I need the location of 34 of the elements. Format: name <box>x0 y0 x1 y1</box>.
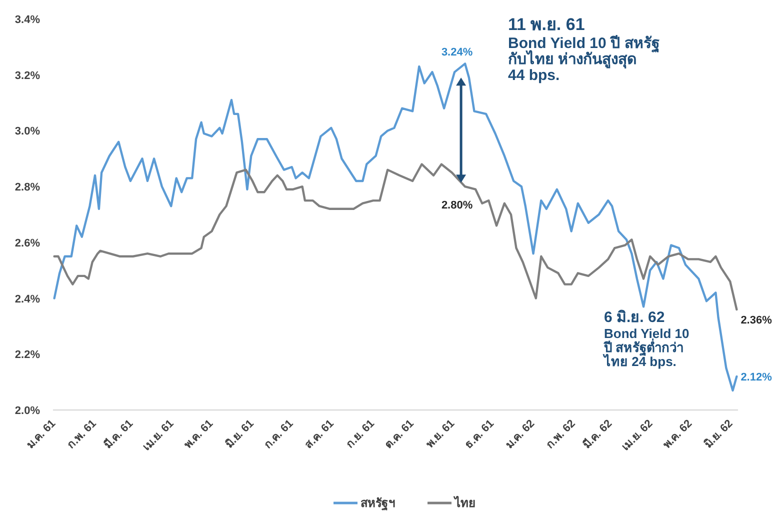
annotation: 6 มิ.ย. 62 Bond Yield 10 ปี สหรัฐต่ำกว่า ไทย 24 bps. <box>602 308 690 369</box>
x-tick-label: ก.ย. 61 <box>344 418 377 450</box>
y-tick-label: 2.8% <box>14 182 40 194</box>
x-tick-label: ต.ค. 61 <box>382 418 416 452</box>
legend-label: สหรัฐฯ <box>360 496 396 511</box>
y-tick-label: 2.4% <box>14 293 40 306</box>
x-tick-label: ก.พ. 62 <box>544 418 578 452</box>
x-tick-label: ก.ค. 61 <box>262 418 296 452</box>
x-tick-label: ม.ค. 61 <box>24 418 58 452</box>
x-tick-label: พ.ค. 61 <box>182 418 216 452</box>
x-tick-label: ม.ค. 62 <box>504 418 538 452</box>
y-tick-label: 2.0% <box>14 405 40 417</box>
y-tick-label: 3.4% <box>14 14 40 26</box>
annotation: 2.80% <box>441 200 473 212</box>
y-tick-label: 2.6% <box>14 237 40 250</box>
y-tick-label: 3.2% <box>14 70 40 82</box>
annotation: 2.12% <box>740 371 772 384</box>
x-tick-label: ก.พ. 61 <box>65 418 99 452</box>
annotation: 11 พ.ย. 61 Bond Yield 10 ปี สหรัฐ กับไทย ห่างกันสูงสุด 44 bps. <box>508 15 660 84</box>
x-tick-label: มี.ค. 61 <box>101 416 136 452</box>
x-tick-label: มิ.ย. 61 <box>222 416 256 450</box>
y-tick-label: 2.2% <box>14 349 40 362</box>
x-tick-label: พ.ย. 61 <box>424 418 458 450</box>
x-tick-label: เม.ย. 62 <box>620 418 656 454</box>
annotation: 3.24% <box>441 46 473 59</box>
y-tick-label: 3.0% <box>14 126 40 138</box>
x-tick-label: เม.ย. 61 <box>140 418 176 454</box>
x-tick-label: มี.ค. 62 <box>580 416 615 452</box>
annotation: 2.36% <box>740 314 772 326</box>
x-tick-label: ธ.ค. 61 <box>462 418 496 452</box>
x-tick-label: พ.ค. 62 <box>661 418 695 452</box>
x-tick-label: มิ.ย. 62 <box>702 416 736 450</box>
legend-label: ไทย <box>452 495 476 510</box>
x-tick-label: ส.ค. 61 <box>302 418 336 452</box>
